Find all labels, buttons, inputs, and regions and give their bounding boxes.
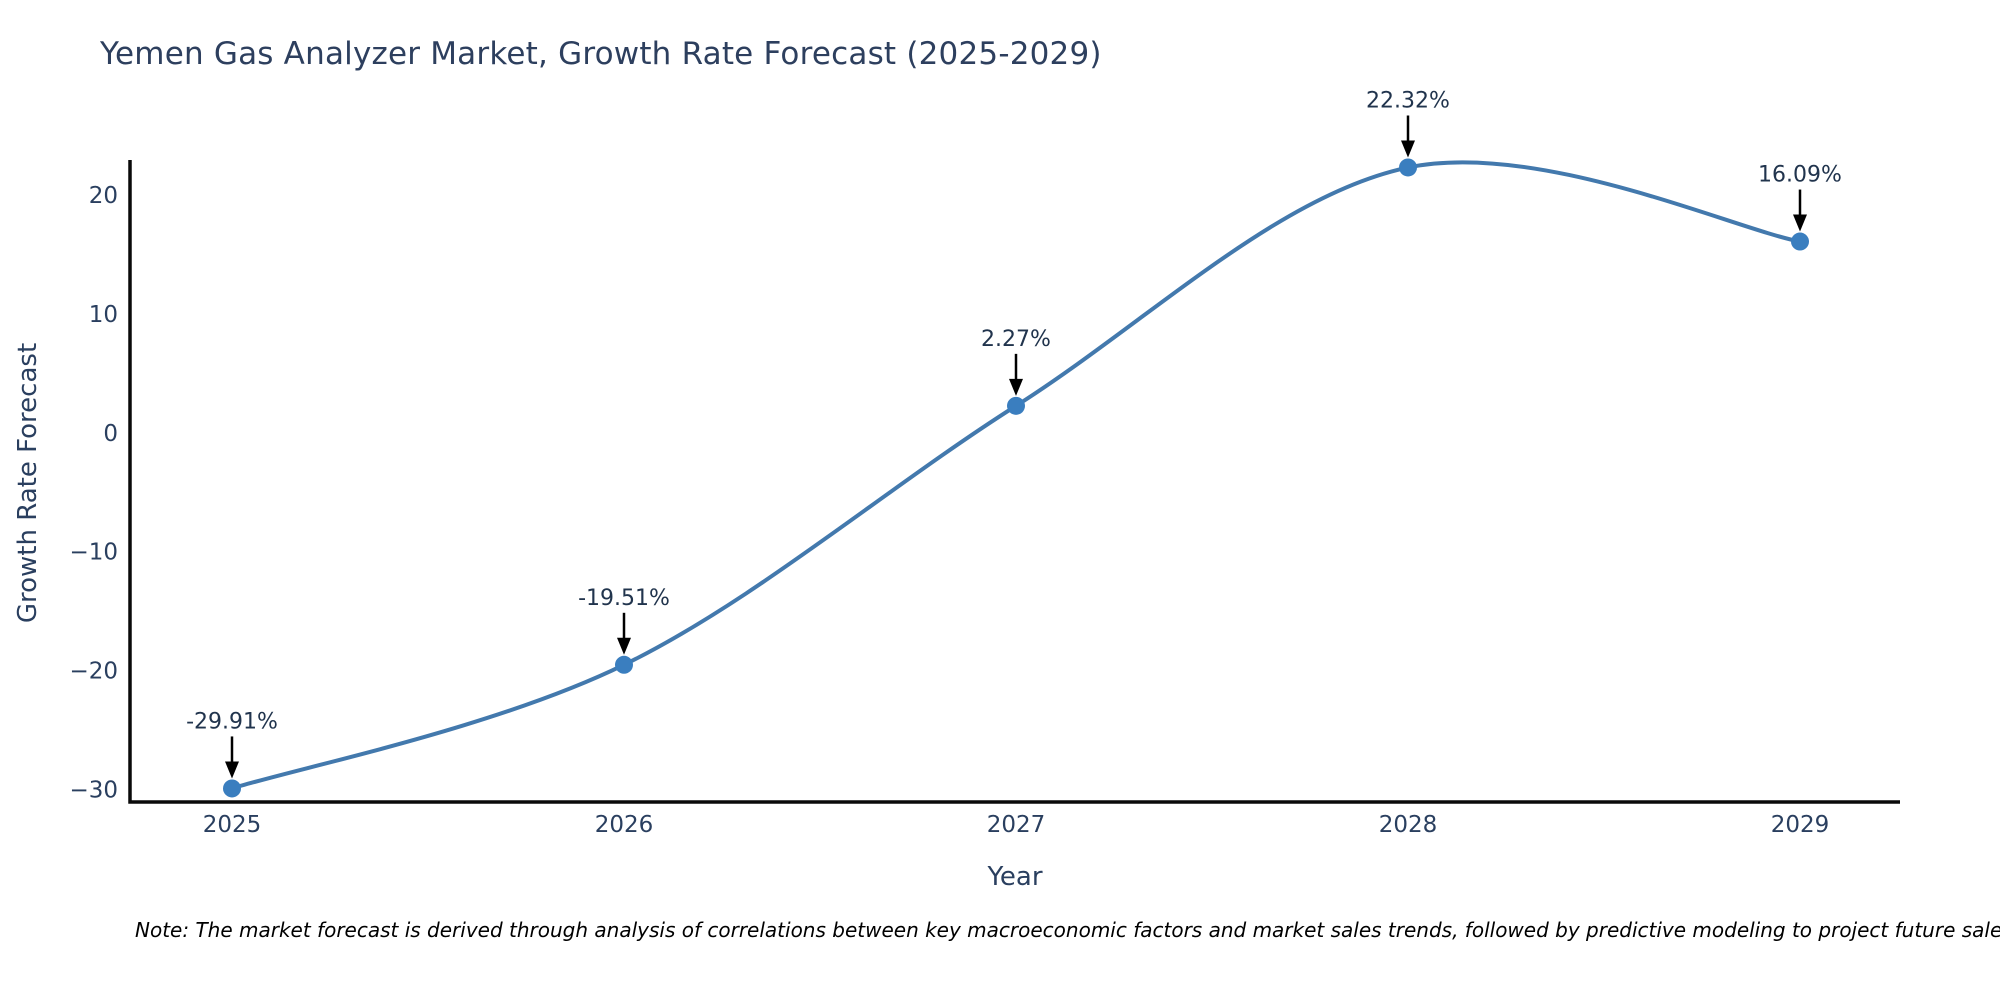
y-tick-label: −30: [69, 778, 118, 804]
annotation-arrowhead: [617, 637, 631, 655]
annotation-arrowhead: [225, 761, 239, 779]
forecast-line: [230, 160, 1802, 791]
annotation-arrowhead: [1009, 378, 1023, 396]
x-tick-label: 2028: [1379, 812, 1438, 838]
x-tick-label: 2029: [1771, 812, 1830, 838]
data-point-marker[interactable]: [1399, 158, 1417, 177]
annotation-arrowhead: [1401, 140, 1415, 158]
x-axis-title: Year: [987, 862, 1043, 892]
x-tick-label: 2026: [595, 812, 654, 838]
footnote: Note: The market forecast is derived thr…: [135, 918, 2000, 942]
x-tick-label: 2025: [203, 812, 262, 838]
data-point-marker[interactable]: [615, 655, 633, 674]
point-label: -29.91%: [186, 709, 278, 734]
y-tick-label: −20: [69, 659, 118, 685]
point-label: 2.27%: [981, 327, 1051, 352]
x-tick-label: 2027: [987, 812, 1046, 838]
point-label: 22.32%: [1366, 88, 1450, 113]
data-point-marker[interactable]: [1007, 396, 1025, 415]
y-tick-label: −10: [69, 540, 118, 566]
chart-title: Yemen Gas Analyzer Market, Growth Rate F…: [100, 36, 1102, 72]
y-tick-label: 20: [89, 183, 118, 209]
point-label: -19.51%: [578, 586, 670, 611]
data-point-marker[interactable]: [1791, 232, 1809, 251]
axis-lines: [128, 160, 1900, 804]
data-point-marker[interactable]: [223, 779, 241, 798]
y-tick-label: 0: [103, 421, 118, 447]
point-label: 16.09%: [1758, 163, 1842, 188]
y-tick-label: 10: [89, 302, 118, 328]
annotation-arrowhead: [1793, 214, 1807, 232]
